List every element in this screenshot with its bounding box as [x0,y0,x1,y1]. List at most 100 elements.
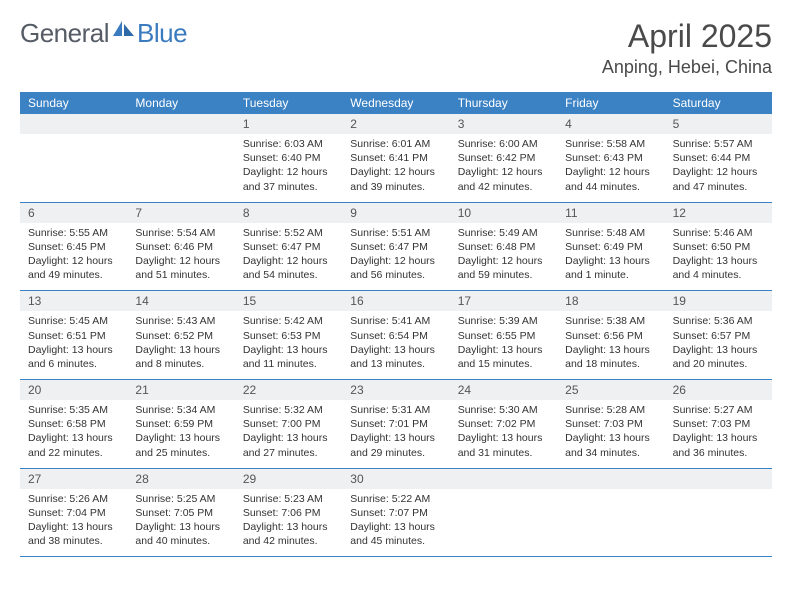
daylight-text: Daylight: 13 hours and 31 minutes. [458,431,549,459]
page-title: April 2025 [602,18,772,55]
daylight-text: Daylight: 13 hours and 27 minutes. [243,431,334,459]
sunrise-text: Sunrise: 5:23 AM [243,492,334,506]
sunset-text: Sunset: 6:43 PM [565,151,656,165]
sunrise-text: Sunrise: 6:01 AM [350,137,441,151]
day-cell: Sunrise: 5:58 AMSunset: 6:43 PMDaylight:… [557,134,664,202]
sunset-text: Sunset: 7:00 PM [243,417,334,431]
sunrise-text: Sunrise: 5:39 AM [458,314,549,328]
sunrise-text: Sunrise: 5:58 AM [565,137,656,151]
day-cell [20,134,127,202]
sunset-text: Sunset: 6:49 PM [565,240,656,254]
sunrise-text: Sunrise: 5:57 AM [673,137,764,151]
day-number: 28 [127,469,234,489]
day-cell: Sunrise: 6:00 AMSunset: 6:42 PMDaylight:… [450,134,557,202]
day-number: 15 [235,291,342,311]
calendar-body: 12345Sunrise: 6:03 AMSunset: 6:40 PMDayl… [20,114,772,557]
day-number: 4 [557,114,664,134]
sunset-text: Sunset: 6:47 PM [350,240,441,254]
daylight-text: Daylight: 13 hours and 40 minutes. [135,520,226,548]
daylight-text: Daylight: 12 hours and 37 minutes. [243,165,334,193]
day-number: 26 [665,380,772,400]
sunset-text: Sunset: 7:03 PM [565,417,656,431]
sunset-text: Sunset: 7:06 PM [243,506,334,520]
daylight-text: Daylight: 13 hours and 34 minutes. [565,431,656,459]
day-number: 8 [235,203,342,223]
day-cell: Sunrise: 5:30 AMSunset: 7:02 PMDaylight:… [450,400,557,468]
daylight-text: Daylight: 13 hours and 42 minutes. [243,520,334,548]
sunset-text: Sunset: 7:04 PM [28,506,119,520]
day-cell [665,489,772,557]
calendar-week: 20212223242526Sunrise: 5:35 AMSunset: 6:… [20,380,772,469]
daylight-text: Daylight: 12 hours and 47 minutes. [673,165,764,193]
day-number: 2 [342,114,449,134]
day-cell: Sunrise: 5:42 AMSunset: 6:53 PMDaylight:… [235,311,342,379]
daylight-text: Daylight: 13 hours and 11 minutes. [243,343,334,371]
sunset-text: Sunset: 7:07 PM [350,506,441,520]
sunrise-text: Sunrise: 5:42 AM [243,314,334,328]
sunrise-text: Sunrise: 5:22 AM [350,492,441,506]
sunset-text: Sunset: 6:50 PM [673,240,764,254]
sunrise-text: Sunrise: 5:32 AM [243,403,334,417]
day-cell: Sunrise: 5:57 AMSunset: 6:44 PMDaylight:… [665,134,772,202]
day-cell: Sunrise: 5:49 AMSunset: 6:48 PMDaylight:… [450,223,557,291]
sunset-text: Sunset: 7:03 PM [673,417,764,431]
sunset-text: Sunset: 7:05 PM [135,506,226,520]
day-cell: Sunrise: 5:27 AMSunset: 7:03 PMDaylight:… [665,400,772,468]
daylight-text: Daylight: 13 hours and 20 minutes. [673,343,764,371]
sunset-text: Sunset: 6:45 PM [28,240,119,254]
day-number: 6 [20,203,127,223]
day-number: 3 [450,114,557,134]
daylight-text: Daylight: 13 hours and 38 minutes. [28,520,119,548]
sunrise-text: Sunrise: 5:30 AM [458,403,549,417]
sunrise-text: Sunrise: 5:46 AM [673,226,764,240]
day-cell: Sunrise: 5:36 AMSunset: 6:57 PMDaylight:… [665,311,772,379]
day-cell: Sunrise: 5:55 AMSunset: 6:45 PMDaylight:… [20,223,127,291]
weekday-head: Thursday [450,92,557,114]
sunset-text: Sunset: 6:59 PM [135,417,226,431]
logo: General Blue [20,18,187,49]
day-number: 19 [665,291,772,311]
day-number: 1 [235,114,342,134]
sunset-text: Sunset: 6:56 PM [565,329,656,343]
sunrise-text: Sunrise: 5:55 AM [28,226,119,240]
day-cell: Sunrise: 5:52 AMSunset: 6:47 PMDaylight:… [235,223,342,291]
daylight-text: Daylight: 12 hours and 56 minutes. [350,254,441,282]
sunset-text: Sunset: 6:57 PM [673,329,764,343]
page-header: General Blue April 2025 Anping, Hebei, C… [20,18,772,78]
weekday-head: Wednesday [342,92,449,114]
sunset-text: Sunset: 6:54 PM [350,329,441,343]
sunrise-text: Sunrise: 5:38 AM [565,314,656,328]
day-cell [127,134,234,202]
logo-text-blue: Blue [137,18,187,49]
daylight-text: Daylight: 12 hours and 39 minutes. [350,165,441,193]
day-cell [450,489,557,557]
daylight-text: Daylight: 12 hours and 51 minutes. [135,254,226,282]
sunrise-text: Sunrise: 5:35 AM [28,403,119,417]
daylight-text: Daylight: 13 hours and 13 minutes. [350,343,441,371]
sunrise-text: Sunrise: 5:51 AM [350,226,441,240]
daylight-text: Daylight: 12 hours and 44 minutes. [565,165,656,193]
sunset-text: Sunset: 6:41 PM [350,151,441,165]
day-cell: Sunrise: 5:23 AMSunset: 7:06 PMDaylight:… [235,489,342,557]
day-cell: Sunrise: 5:41 AMSunset: 6:54 PMDaylight:… [342,311,449,379]
daylight-text: Daylight: 13 hours and 15 minutes. [458,343,549,371]
day-number: 16 [342,291,449,311]
day-number: 24 [450,380,557,400]
sunrise-text: Sunrise: 5:45 AM [28,314,119,328]
day-cell: Sunrise: 6:01 AMSunset: 6:41 PMDaylight:… [342,134,449,202]
sunrise-text: Sunrise: 5:28 AM [565,403,656,417]
sunrise-text: Sunrise: 5:36 AM [673,314,764,328]
logo-sail-icon [113,19,135,42]
sunset-text: Sunset: 6:40 PM [243,151,334,165]
daylight-text: Daylight: 13 hours and 25 minutes. [135,431,226,459]
sunrise-text: Sunrise: 5:41 AM [350,314,441,328]
sunrise-text: Sunrise: 5:25 AM [135,492,226,506]
sunrise-text: Sunrise: 6:00 AM [458,137,549,151]
day-cell: Sunrise: 5:22 AMSunset: 7:07 PMDaylight:… [342,489,449,557]
day-number: 11 [557,203,664,223]
daylight-text: Daylight: 13 hours and 29 minutes. [350,431,441,459]
day-cell: Sunrise: 5:35 AMSunset: 6:58 PMDaylight:… [20,400,127,468]
day-number: 21 [127,380,234,400]
sunset-text: Sunset: 6:46 PM [135,240,226,254]
title-block: April 2025 Anping, Hebei, China [602,18,772,78]
